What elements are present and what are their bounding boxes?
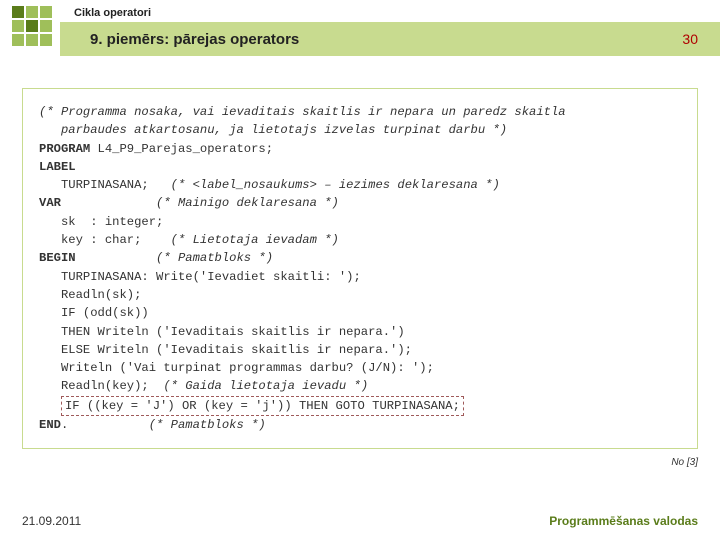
code-text: TURPINASANA: Write('Ievadiet skaitli: ')… <box>39 270 361 284</box>
code-text: key : char; <box>39 233 171 247</box>
code-text: L4_P9_Parejas_operators; <box>90 142 273 156</box>
code-comment: (* <label_nosaukums> – iezimes deklaresa… <box>171 178 500 192</box>
slide-header: Cikla operatori 9. piemērs: pārejas oper… <box>0 0 720 64</box>
code-comment: (* Lietotaja ievadam *) <box>171 233 339 247</box>
page-number: 30 <box>682 31 698 47</box>
goto-highlight: IF ((key = 'J') OR (key = 'j')) THEN GOT… <box>61 396 464 416</box>
code-comment: (* Gaida lietotaja ievadu *) <box>163 379 368 393</box>
code-comment: parbaudes atkartosanu, ja lietotajs izve… <box>39 123 507 137</box>
code-block: (* Programma nosaka, vai ievaditais skai… <box>22 88 698 449</box>
code-text: sk : integer; <box>39 215 163 229</box>
footer-course: Programmēšanas valodas <box>549 514 698 528</box>
code-comment: (* Programma nosaka, vai ievaditais skai… <box>39 105 566 119</box>
footer-date: 21.09.2011 <box>22 514 81 528</box>
keyword-begin: BEGIN <box>39 251 76 265</box>
code-text: . <box>61 418 149 432</box>
keyword-program: PROGRAM <box>39 142 90 156</box>
code-text: Readln(sk); <box>39 288 141 302</box>
keyword-end: END <box>39 418 61 432</box>
reference-label: No [3] <box>0 457 698 468</box>
code-text: TURPINASANA; <box>39 178 171 192</box>
code-comment: (* Mainigo deklaresana *) <box>156 196 339 210</box>
code-text: IF (odd(sk)) <box>39 306 149 320</box>
code-text: Readln(key); <box>39 379 163 393</box>
code-text: Writeln ('Vai turpinat programmas darbu?… <box>39 361 434 375</box>
title-bar: 9. piemērs: pārejas operators 30 <box>60 22 720 56</box>
slide-footer: 21.09.2011 Programmēšanas valodas <box>22 514 698 528</box>
code-text: ELSE Writeln ('Ievaditais skaitlis ir ne… <box>39 343 412 357</box>
code-comment: (* Pamatbloks *) <box>156 251 273 265</box>
keyword-var: VAR <box>39 196 61 210</box>
code-text: THEN Writeln ('Ievaditais skaitlis ir ne… <box>39 325 405 339</box>
keyword-label: LABEL <box>39 160 76 174</box>
code-comment: (* Pamatbloks *) <box>149 418 266 432</box>
slide-title: 9. piemērs: pārejas operators <box>90 31 299 48</box>
topic-label: Cikla operatori <box>74 3 151 19</box>
